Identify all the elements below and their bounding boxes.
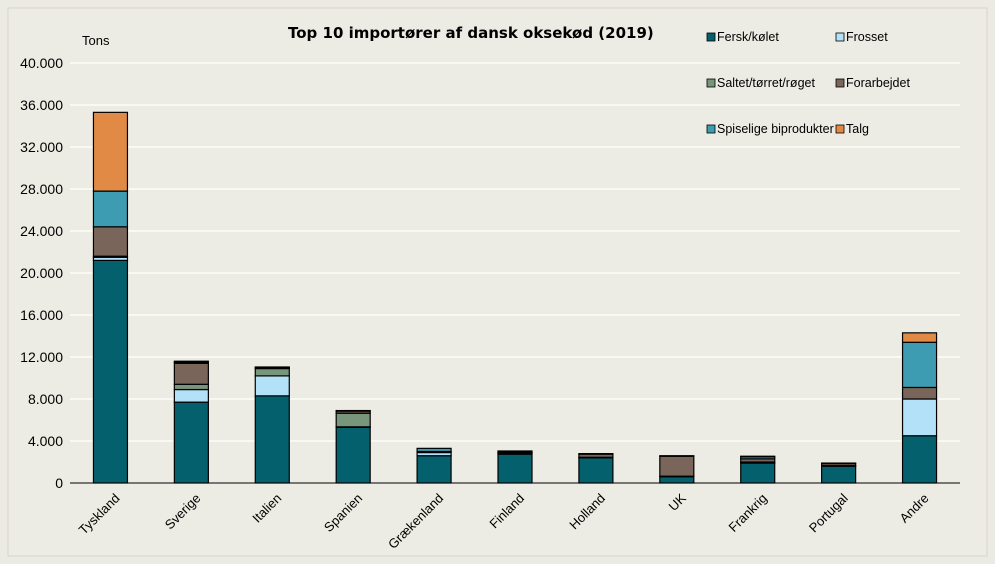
y-tick-label: 36.000 bbox=[20, 97, 63, 113]
y-axis-ticks: 0 4.000 8.000 12.000 16.000 20.000 24.000 28.00… bbox=[20, 55, 63, 491]
bar-tyskland-talg bbox=[92, 111, 129, 192]
bar-portugal-spiselige-biprodukter bbox=[821, 462, 857, 465]
bar-spanien-fersk-kolet bbox=[335, 426, 371, 484]
bar-italien-frosset bbox=[254, 375, 290, 397]
bar-sverige-frosset bbox=[173, 388, 209, 403]
bar-tyskland-spiselige-biprodukter bbox=[92, 190, 129, 228]
bar-tyskland-forarbejdet bbox=[92, 226, 129, 257]
bar-holland-fersk-kolet bbox=[578, 457, 614, 484]
bar-andre-spiselige-biprodukter bbox=[901, 341, 938, 389]
bar-italien-fersk-kolet bbox=[254, 395, 290, 484]
legend-label-talg: Talg bbox=[846, 122, 869, 136]
bar-uk-fersk-kolet bbox=[659, 476, 695, 484]
bar-holland-spiselige-biprodukter bbox=[578, 453, 614, 455]
y-tick-label: 20.000 bbox=[20, 265, 63, 281]
legend-swatch-frosset bbox=[835, 32, 845, 42]
bar-graekenland-spiselige-biprodukter bbox=[416, 447, 452, 453]
chart-title: Top 10 importører af dansk oksekød (2019… bbox=[288, 24, 654, 42]
bar-frankrig-fersk-kolet bbox=[740, 462, 776, 484]
bar-tyskland-fersk-kolet bbox=[92, 259, 129, 484]
legend-label-spiselige-biprodukter: Spiselige biprodukter bbox=[717, 122, 834, 136]
bar-sverige-forarbejdet bbox=[173, 362, 209, 385]
legend-swatch-talg bbox=[835, 124, 845, 134]
y-tick-label: 16.000 bbox=[20, 307, 63, 323]
bars bbox=[92, 111, 938, 484]
bar-italien-spiselige-biprodukter bbox=[254, 366, 290, 369]
legend: Fersk/kølet Frosset Saltet/tørret/røget For… bbox=[706, 30, 910, 136]
bar-uk-forarbejdet bbox=[659, 455, 695, 477]
bar-finland-spiselige-biprodukter bbox=[497, 450, 533, 453]
legend-swatch-spiselige-biprodukter bbox=[706, 124, 716, 134]
y-tick-label: 4.000 bbox=[28, 433, 63, 449]
y-tick-label: 40.000 bbox=[20, 55, 63, 71]
bar-uk-spiselige-biprodukter bbox=[659, 455, 695, 457]
bar-sverige-talg bbox=[173, 360, 209, 363]
grid bbox=[70, 62, 960, 442]
bar-andre-forarbejdet bbox=[901, 386, 938, 400]
unit-label: Tons bbox=[82, 33, 110, 48]
bar-sverige-fersk-kolet bbox=[173, 401, 209, 484]
legend-swatch-fersk-kolet bbox=[706, 32, 716, 42]
legend-label-forarbejdet: Forarbejdet bbox=[846, 76, 910, 90]
legend-swatch-forarbejdet bbox=[835, 78, 845, 88]
bar-andre-frosset bbox=[901, 398, 938, 437]
bar-sverige-saltet-torret-roget bbox=[173, 383, 209, 391]
bar-spanien-spiselige-biprodukter bbox=[335, 409, 371, 412]
bar-portugal-fersk-kolet bbox=[821, 465, 857, 484]
y-tick-label: 32.000 bbox=[20, 139, 63, 155]
legend-swatch-saltet-torret-roget bbox=[706, 78, 716, 88]
y-tick-label: 24.000 bbox=[20, 223, 63, 239]
bar-andre-talg bbox=[901, 332, 938, 343]
bar-andre-fersk-kolet bbox=[901, 435, 938, 484]
y-tick-label: 28.000 bbox=[20, 181, 63, 197]
bar-spanien-saltet-torret-roget bbox=[335, 412, 371, 428]
bar-finland-fersk-kolet bbox=[497, 453, 533, 484]
y-tick-label: 8.000 bbox=[28, 391, 63, 407]
bar-frankrig-talg bbox=[740, 455, 776, 458]
legend-label-frosset: Frosset bbox=[846, 30, 888, 44]
bar-graekenland-fersk-kolet bbox=[416, 455, 452, 484]
y-tick-label: 12.000 bbox=[20, 349, 63, 365]
legend-label-saltet-torret-roget: Saltet/tørret/røget bbox=[717, 76, 815, 90]
bar-italien-saltet-torret-roget bbox=[254, 367, 290, 377]
legend-label-fersk-kolet: Fersk/kølet bbox=[717, 30, 779, 44]
y-tick-label: 0 bbox=[55, 475, 63, 491]
